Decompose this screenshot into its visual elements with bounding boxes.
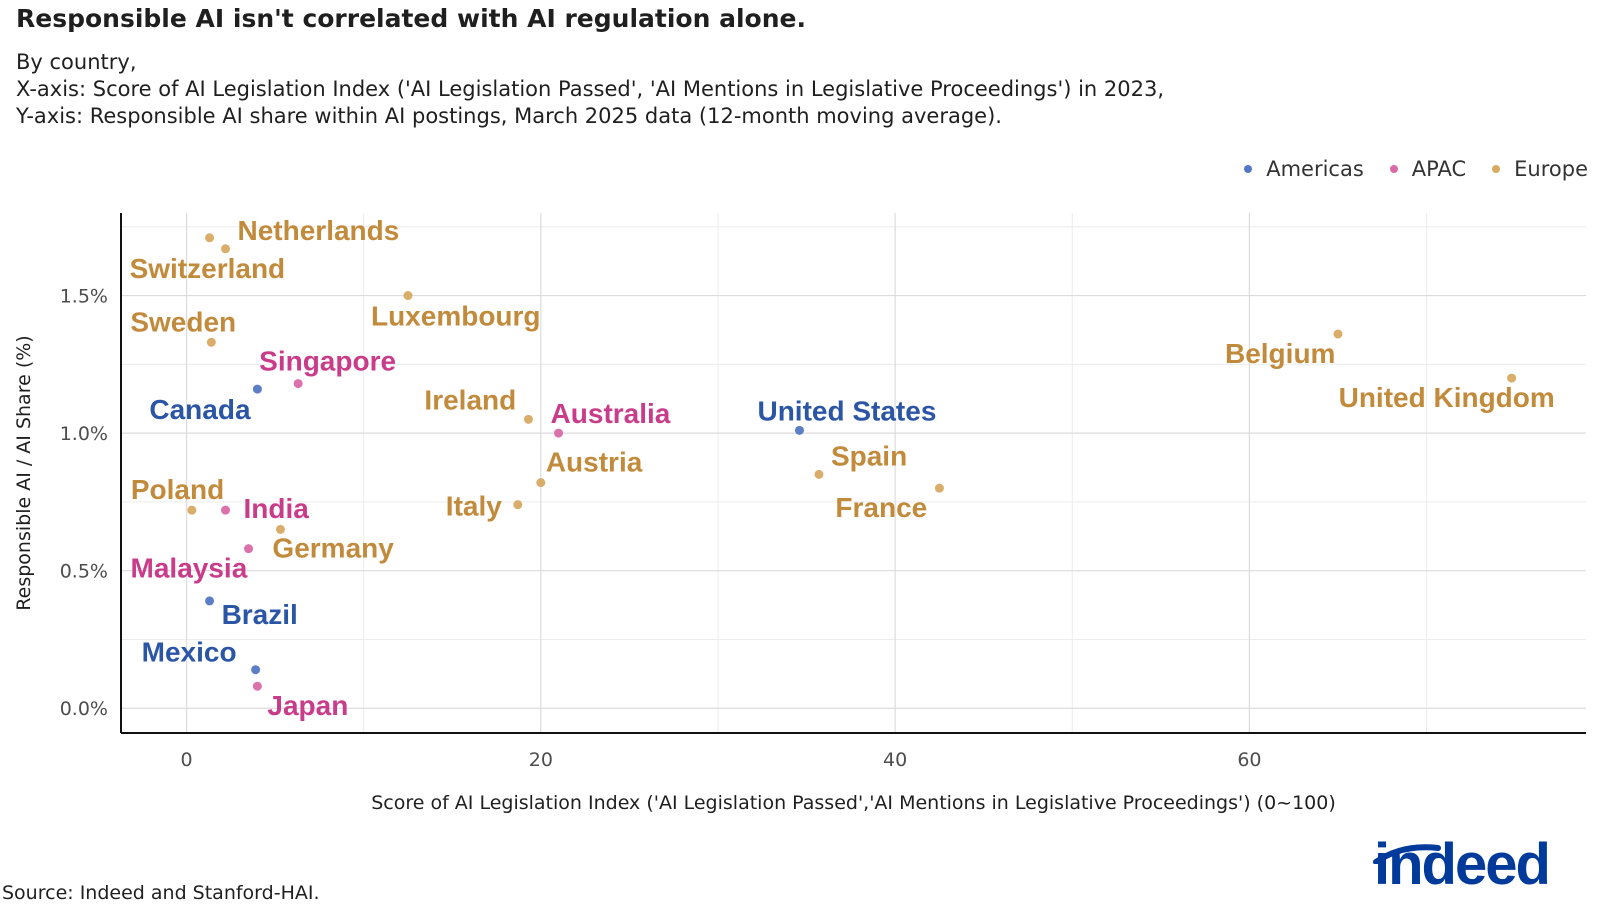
point-label: India [244,493,310,524]
point-label: Luxembourg [371,301,541,332]
point-brazil [205,596,215,606]
source-note: Source: Indeed and Stanford-HAI. [2,882,320,904]
point-netherlands [221,244,231,254]
point-switzerland [205,233,215,243]
point-canada [252,384,262,394]
y-tick-label: 1.5% [60,286,108,308]
point-austria [536,478,546,488]
point-spain [814,469,824,479]
legend-label-europe: Europe [1514,157,1588,181]
subtitle-line-2: X-axis: Score of AI Legislation Index ('… [16,77,1165,101]
point-germany [275,524,285,534]
x-tick-label: 40 [883,749,907,771]
legend-item-americas: Americas [1244,157,1364,181]
point-label: Austria [546,447,643,478]
legend-dot-apac [1389,165,1398,173]
point-united-states [794,425,804,435]
point-united-kingdom [1507,373,1517,383]
legend-item-europe: Europe [1492,157,1588,181]
point-mexico [251,665,261,675]
point-label: Japan [267,690,348,721]
point-label: Brazil [222,599,298,630]
point-label: Mexico [142,637,237,668]
y-tick-label: 1.0% [60,423,108,445]
point-label: Belgium [1225,338,1335,369]
x-tick-label: 20 [529,749,553,771]
point-india [221,505,231,515]
y-tick-label: 0.0% [60,698,108,720]
point-malaysia [244,544,254,554]
point-label: Australia [551,398,671,429]
subtitle-line-1: By country, [16,50,137,74]
point-label: Germany [272,532,394,563]
point-label: Malaysia [131,553,248,584]
point-label: United Kingdom [1339,382,1555,413]
point-label: Netherlands [238,215,400,246]
point-label: Spain [831,440,907,471]
point-label: Sweden [130,306,236,337]
point-italy [513,500,523,510]
legend-dot-europe [1492,165,1501,173]
legend-dot-americas [1244,165,1253,173]
indeed-logo: indeed [1374,832,1551,897]
point-label: Singapore [259,346,396,377]
point-belgium [1333,329,1343,339]
x-tick-label: 0 [180,749,192,771]
legend-item-apac: APAC [1389,157,1467,181]
y-axis-title: Responsible AI / AI Share (%) [13,335,35,610]
point-australia [554,428,564,438]
legend-label-apac: APAC [1411,157,1467,181]
point-singapore [293,379,303,389]
legend: Americas APAC Europe [1232,157,1588,181]
logo-arc-icon [1373,844,1441,864]
x-axis-title: Score of AI Legislation Index ('AI Legis… [371,792,1336,814]
legend-label-americas: Americas [1266,157,1364,181]
y-tick-label: 0.5% [60,561,108,583]
point-label: Canada [149,394,251,425]
point-label: Italy [446,491,502,522]
point-label: United States [757,395,936,426]
x-tick-label: 60 [1237,749,1261,771]
point-label: Poland [131,474,224,505]
point-france [934,483,944,493]
point-label: France [835,492,927,523]
point-label: Switzerland [130,253,286,284]
point-japan [252,681,262,691]
point-luxembourg [403,291,413,301]
point-sweden [206,337,216,347]
chart-title: Responsible AI isn't correlated with AI … [16,4,806,33]
point-ireland [523,414,533,424]
point-label: Ireland [424,384,516,415]
point-poland [187,505,197,515]
subtitle-line-3: Y-axis: Responsible AI share within AI p… [16,104,1002,128]
